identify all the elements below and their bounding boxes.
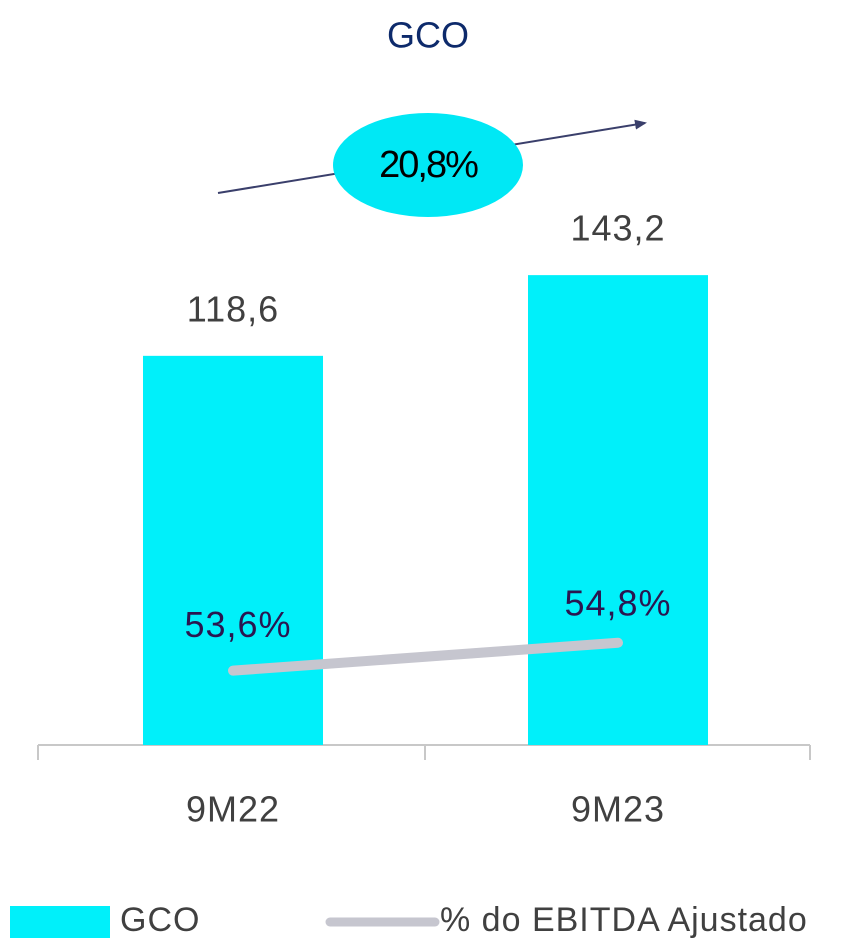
x-tick-label: 9M23 (571, 789, 665, 830)
line (228, 637, 623, 676)
data-label: 143,2 (570, 208, 665, 249)
legend-label: GCO (120, 901, 200, 939)
annotation: 20,8% (379, 144, 478, 186)
bar (528, 275, 708, 745)
annotation-bubble (333, 113, 523, 217)
chart-title: GCO (387, 15, 469, 56)
x-tick-label: 9M22 (186, 789, 280, 830)
data-label: 118,6 (187, 288, 279, 329)
data-label: 54,8% (564, 582, 671, 623)
data-label: 53,6% (184, 604, 291, 645)
bar (143, 355, 323, 745)
legend-swatch (10, 906, 110, 938)
legend-label: % do EBITDA Ajustado (440, 901, 808, 939)
